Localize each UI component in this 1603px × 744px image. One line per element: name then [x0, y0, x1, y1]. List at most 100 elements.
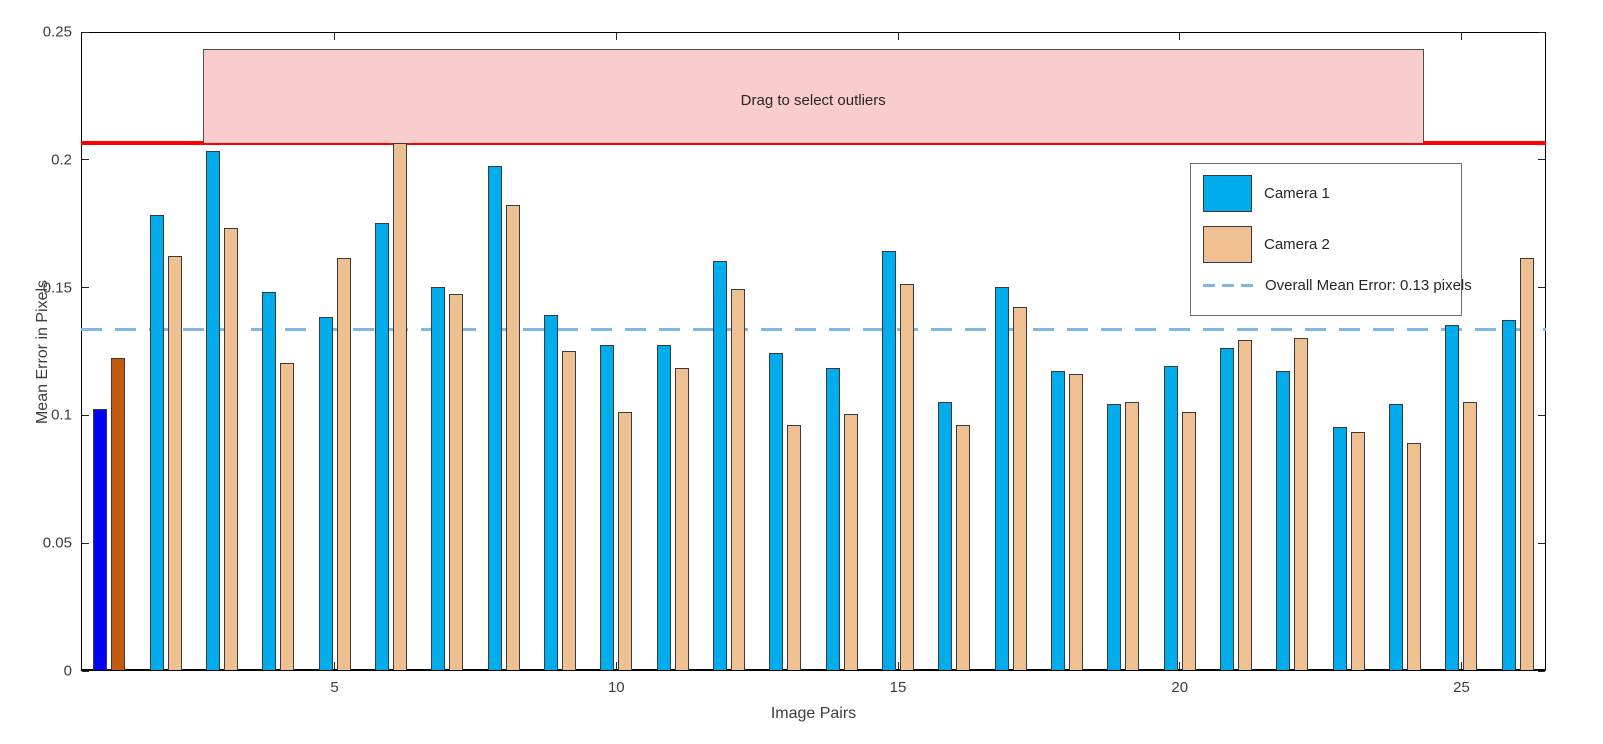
y-tick-mark — [1538, 31, 1545, 33]
bar-camera2-pair-10[interactable] — [618, 411, 633, 670]
x-tick-mark — [1460, 662, 1462, 669]
bar-camera1-pair-15[interactable] — [882, 250, 897, 670]
bar-camera2-pair-4[interactable] — [280, 363, 295, 670]
bar-camera2-pair-25[interactable] — [1463, 401, 1478, 670]
bar-camera1-pair-16[interactable] — [938, 401, 953, 670]
bar-camera1-pair-3[interactable] — [205, 151, 220, 670]
bar-camera2-pair-3[interactable] — [223, 227, 238, 670]
y-tick-mark — [82, 31, 89, 33]
bar-camera2-pair-19[interactable] — [1125, 401, 1140, 670]
bar-camera1-pair-23[interactable] — [1332, 427, 1347, 670]
bar-camera2-pair-12[interactable] — [730, 289, 745, 670]
y-tick-mark — [82, 414, 89, 416]
bar-camera1-pair-17[interactable] — [994, 286, 1009, 670]
bar-camera2-pair-18[interactable] — [1069, 373, 1084, 670]
legend-label-mean-error: Overall Mean Error: 0.13 pixels — [1265, 277, 1472, 294]
outlier-threshold-line[interactable] — [81, 140, 1546, 145]
legend: Camera 1 Camera 2 Overall Mean Error: 0.… — [1190, 163, 1472, 316]
x-tick-label: 10 — [607, 679, 625, 696]
outlier-drag-region[interactable]: Drag to select outliers — [202, 48, 1424, 143]
x-tick-mark — [334, 662, 336, 669]
y-tick-mark — [82, 159, 89, 161]
bar-camera1-pair-1[interactable] — [93, 409, 108, 670]
bar-camera2-pair-9[interactable] — [561, 350, 576, 670]
x-tick-label: 15 — [889, 679, 907, 696]
bar-camera2-pair-15[interactable] — [900, 284, 915, 670]
bar-camera2-pair-5[interactable] — [336, 258, 351, 670]
bar-camera1-pair-4[interactable] — [262, 291, 277, 670]
legend-swatch-camera2 — [1203, 226, 1252, 263]
drag-region-label: Drag to select outliers — [740, 91, 886, 109]
x-tick-label: 25 — [1453, 679, 1470, 696]
bar-camera1-pair-9[interactable] — [543, 314, 558, 670]
x-tick-mark — [897, 662, 899, 669]
x-tick-mark — [1179, 33, 1181, 40]
x-tick-mark — [615, 662, 617, 669]
legend-swatch-camera1 — [1203, 175, 1252, 212]
bar-camera1-pair-24[interactable] — [1389, 404, 1404, 670]
bar-camera2-pair-8[interactable] — [505, 204, 520, 670]
legend-label-camera2: Camera 2 — [1264, 236, 1330, 253]
y-tick-mark — [1538, 670, 1545, 672]
y-tick-mark — [1538, 159, 1545, 161]
y-tick-label: 0.15 — [42, 279, 72, 297]
bar-camera2-pair-24[interactable] — [1407, 442, 1422, 670]
x-axis-label: Image Pairs — [770, 705, 857, 722]
bar-camera1-pair-22[interactable] — [1276, 370, 1291, 670]
bar-camera2-pair-23[interactable] — [1350, 432, 1365, 670]
overall-mean-error-line — [81, 328, 1546, 332]
x-tick-label: 5 — [330, 679, 339, 696]
bar-camera1-pair-14[interactable] — [825, 368, 840, 670]
y-tick-mark — [82, 670, 89, 672]
y-tick-label: 0.05 — [42, 534, 72, 552]
bar-camera2-pair-14[interactable] — [843, 414, 858, 670]
bar-camera1-pair-26[interactable] — [1501, 319, 1516, 670]
bar-camera2-pair-17[interactable] — [1012, 307, 1027, 670]
bar-camera2-pair-11[interactable] — [674, 368, 689, 670]
x-tick-label: 20 — [1171, 679, 1189, 696]
y-tick-label: 0.2 — [51, 151, 72, 169]
bar-camera2-pair-26[interactable] — [1519, 258, 1534, 670]
bar-camera1-pair-21[interactable] — [1220, 347, 1235, 670]
y-tick-mark — [1538, 414, 1545, 416]
y-tick-mark — [1538, 542, 1545, 544]
legend-item-camera2: Camera 2 — [1203, 226, 1330, 263]
y-tick-mark — [82, 287, 89, 289]
bar-camera2-pair-2[interactable] — [167, 255, 182, 670]
x-tick-mark — [1179, 662, 1181, 669]
bar-camera2-pair-1[interactable] — [111, 358, 126, 670]
legend-label-camera1: Camera 1 — [1264, 185, 1330, 202]
legend-item-camera1: Camera 1 — [1203, 175, 1330, 212]
bar-camera1-pair-10[interactable] — [600, 345, 615, 670]
y-tick-label: 0.25 — [42, 23, 72, 41]
bar-camera1-pair-8[interactable] — [487, 166, 502, 670]
x-tick-mark — [334, 33, 336, 40]
bar-camera1-pair-25[interactable] — [1445, 324, 1460, 670]
y-tick-mark — [1538, 287, 1545, 289]
mean-error-line-sample — [1203, 284, 1253, 287]
bar-camera2-pair-20[interactable] — [1181, 411, 1196, 670]
y-tick-label: 0 — [63, 662, 72, 680]
x-tick-mark — [897, 33, 899, 40]
y-axis-label: Mean Error in Pixels — [34, 279, 51, 424]
bar-camera1-pair-20[interactable] — [1163, 365, 1178, 670]
bar-camera1-pair-11[interactable] — [656, 345, 671, 670]
bar-camera1-pair-13[interactable] — [769, 353, 784, 670]
bar-camera1-pair-7[interactable] — [431, 286, 446, 670]
bar-camera1-pair-19[interactable] — [1107, 404, 1122, 670]
bar-camera1-pair-5[interactable] — [318, 317, 333, 670]
bar-camera1-pair-12[interactable] — [712, 261, 727, 670]
bar-camera2-pair-6[interactable] — [392, 143, 407, 670]
x-tick-mark — [615, 33, 617, 40]
bar-camera1-pair-6[interactable] — [374, 222, 389, 670]
bar-camera1-pair-2[interactable] — [149, 215, 164, 670]
y-tick-label: 0.1 — [51, 406, 72, 424]
bar-camera2-pair-13[interactable] — [787, 424, 802, 670]
bar-camera2-pair-7[interactable] — [449, 294, 464, 670]
bar-camera1-pair-18[interactable] — [1051, 370, 1066, 670]
legend-item-mean-error: Overall Mean Error: 0.13 pixels — [1203, 277, 1472, 294]
bar-camera2-pair-16[interactable] — [956, 424, 971, 670]
bar-camera2-pair-21[interactable] — [1238, 340, 1253, 670]
bar-camera2-pair-22[interactable] — [1294, 337, 1309, 670]
